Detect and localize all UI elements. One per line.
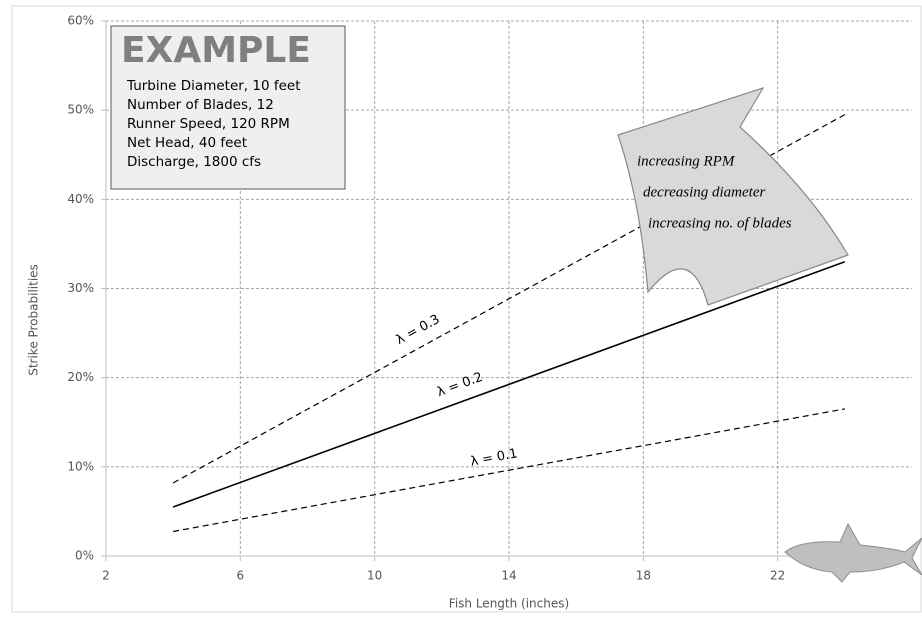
x-tick-label: 18	[636, 569, 651, 583]
example-line: Number of Blades, 12	[127, 97, 274, 113]
y-tick-label: 50%	[67, 103, 94, 117]
y-tick-label: 60%	[67, 14, 94, 28]
x-tick-label: 2	[102, 569, 110, 583]
chart: 0% 10% 20% 30% 40% 50% 60% 2 6 10 14 18 22 Fish Lengt…	[0, 0, 922, 618]
y-tick-label: 10%	[67, 459, 94, 473]
arrow-text: decreasing diameter	[643, 184, 765, 200]
y-tick-label: 30%	[67, 281, 94, 295]
x-axis-title: Fish Length (inches)	[449, 597, 569, 611]
y-tick-label: 0%	[75, 549, 94, 563]
line-label: λ = 0.3	[394, 312, 443, 348]
y-tick-label: 40%	[67, 192, 94, 206]
x-tick-label: 10	[367, 569, 382, 583]
example-title: EXAMPLE	[121, 30, 311, 71]
arrow-text: increasing RPM	[637, 153, 736, 169]
arrow-text: increasing no. of blades	[648, 215, 792, 231]
x-tick-label: 14	[501, 569, 516, 583]
example-line: Discharge, 1800 cfs	[127, 154, 261, 170]
x-tick-label: 22	[770, 569, 785, 583]
y-axis-title: Strike Probabilities	[27, 264, 41, 376]
fish-icon	[785, 524, 922, 582]
x-tick-label: 6	[237, 569, 245, 583]
example-line: Turbine Diameter, 10 feet	[126, 78, 301, 94]
example-line: Net Head, 40 feet	[127, 135, 247, 151]
line-label: λ = 0.1	[469, 446, 518, 469]
example-line: Runner Speed, 120 RPM	[127, 116, 290, 132]
y-tick-label: 20%	[67, 370, 94, 384]
